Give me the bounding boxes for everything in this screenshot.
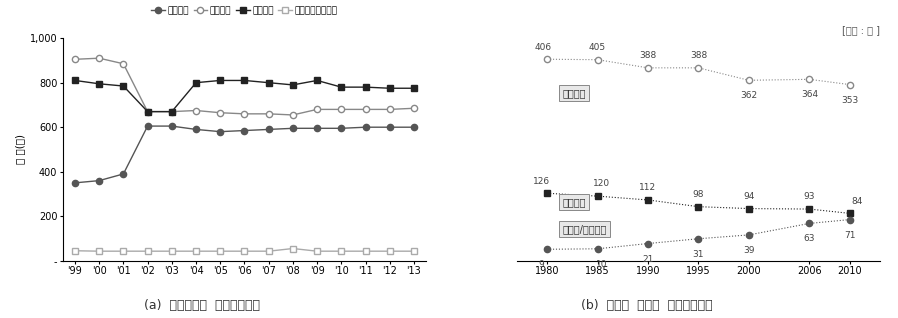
지연환경보전지역 [118, 249, 128, 253]
Text: 39: 39 [744, 246, 754, 255]
관리지역 [142, 110, 153, 114]
지연환경보전지역 [409, 249, 419, 253]
관리지역 [166, 110, 177, 114]
지연환경보전지역 [360, 249, 371, 253]
Line: 관리지역: 관리지역 [72, 55, 417, 118]
Text: 시가화/건조지역: 시가화/건조지역 [562, 224, 607, 234]
관리지역 [360, 107, 371, 111]
Text: (a)  용도지역별  토지이용변화: (a) 용도지역별 토지이용변화 [144, 299, 260, 312]
지연환경보전지역 [239, 249, 250, 253]
Text: 405: 405 [589, 43, 606, 52]
농림지역 [263, 81, 274, 85]
관리지역 [312, 107, 322, 111]
관리지역 [263, 112, 274, 116]
Legend: 도시지역, 관리지역, 농림지역, 지연환경보전지역: 도시지역, 관리지역, 농림지역, 지연환경보전지역 [148, 3, 341, 19]
도시지역 [118, 172, 128, 176]
Text: 93: 93 [804, 192, 815, 201]
농림지역 [239, 79, 250, 82]
도시지역 [409, 125, 419, 129]
Line: 농림지역: 농림지역 [72, 77, 417, 115]
지연환경보전지역 [69, 249, 80, 252]
Text: 산림지역: 산림지역 [562, 88, 585, 98]
Text: 농업지역: 농업지역 [562, 197, 585, 207]
Text: 120: 120 [594, 179, 611, 188]
도시지역 [336, 126, 347, 130]
지연환경보전지역 [384, 249, 395, 253]
농림지역 [312, 79, 322, 82]
도시지역 [215, 130, 225, 134]
지연환경보전지역 [215, 249, 225, 253]
Text: 388: 388 [639, 51, 656, 60]
도시지역 [166, 124, 177, 128]
Line: 지연환경보전지역: 지연환경보전지역 [72, 245, 417, 254]
Text: 406: 406 [534, 43, 551, 52]
Text: 388: 388 [690, 51, 707, 60]
농림지역 [142, 110, 153, 114]
Text: 31: 31 [692, 250, 704, 259]
농림지역 [118, 84, 128, 88]
Text: 71: 71 [844, 231, 856, 240]
지연환경보전지역 [312, 249, 322, 253]
관리지역 [215, 111, 225, 115]
Text: 84: 84 [851, 197, 862, 206]
Text: 94: 94 [744, 192, 754, 201]
도시지역 [93, 179, 104, 183]
지연환경보전지역 [142, 249, 153, 253]
도시지역 [69, 181, 80, 185]
Text: 364: 364 [801, 90, 818, 100]
지연환경보전지역 [93, 249, 104, 253]
관리지역 [239, 112, 250, 116]
Text: 362: 362 [740, 91, 757, 100]
관리지역 [336, 107, 347, 111]
농림지역 [360, 85, 371, 89]
지연환경보전지역 [336, 249, 347, 253]
관리지역 [287, 113, 298, 117]
Text: 21: 21 [642, 255, 654, 264]
도시지역 [239, 128, 250, 132]
관리지역 [118, 62, 128, 66]
농림지역 [384, 86, 395, 90]
Line: 도시지역: 도시지역 [72, 123, 417, 186]
도시지역 [312, 126, 322, 130]
도시지역 [190, 128, 201, 131]
농림지역 [190, 81, 201, 85]
Text: (b)  경안천  유역의  토지피복변화: (b) 경안천 유역의 토지피복변화 [581, 299, 712, 312]
관리지역 [69, 57, 80, 61]
지연환경보전지역 [166, 249, 177, 253]
Text: 98: 98 [692, 190, 704, 199]
지연환경보전지역 [287, 246, 298, 250]
도시지역 [142, 124, 153, 128]
농림지역 [215, 79, 225, 82]
도시지역 [287, 126, 298, 130]
지연환경보전지역 [263, 249, 274, 253]
관리지역 [384, 107, 395, 111]
농림지역 [336, 85, 347, 89]
Text: 9: 9 [539, 260, 544, 269]
농림지역 [409, 86, 419, 90]
Text: [단위 : ㎢ ]: [단위 : ㎢ ] [842, 25, 880, 35]
도시지역 [360, 125, 371, 129]
Text: 353: 353 [841, 96, 858, 105]
Text: 126: 126 [533, 176, 550, 185]
관리지역 [190, 109, 201, 113]
도시지역 [384, 125, 395, 129]
Y-axis label: 면 적(㎢): 면 적(㎢) [15, 135, 25, 164]
농림지역 [93, 82, 104, 86]
농림지역 [287, 83, 298, 87]
Text: 63: 63 [804, 234, 815, 244]
관리지역 [409, 106, 419, 110]
농림지역 [69, 79, 80, 82]
농림지역 [166, 110, 177, 114]
Text: 10: 10 [596, 260, 607, 269]
관리지역 [93, 56, 104, 60]
지연환경보전지역 [190, 249, 201, 253]
Text: 112: 112 [639, 183, 656, 192]
도시지역 [263, 128, 274, 131]
